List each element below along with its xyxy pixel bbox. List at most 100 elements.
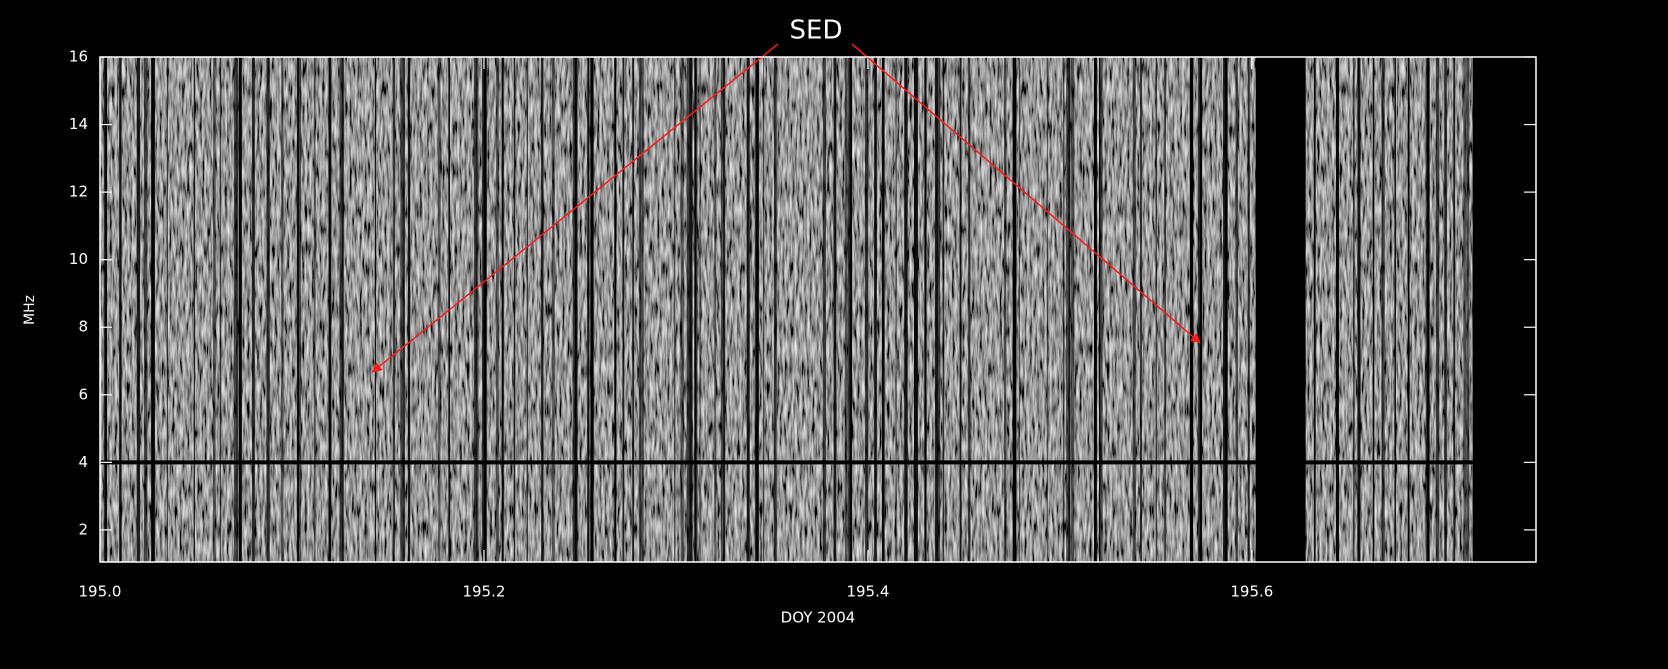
streak [925, 57, 927, 562]
streak [212, 57, 216, 562]
streak [238, 57, 242, 562]
streak [881, 57, 885, 562]
streak [268, 57, 270, 562]
streak [1093, 57, 1097, 562]
annotation-arrow [851, 43, 1201, 344]
streak [143, 57, 148, 562]
streak [136, 57, 140, 562]
streak [1407, 57, 1410, 562]
streak [1357, 57, 1361, 562]
streak [266, 57, 270, 562]
streak [574, 57, 578, 562]
streak [400, 57, 404, 562]
streak [1353, 57, 1355, 562]
x-tick-label: 195.6 [1230, 583, 1273, 601]
streak [1164, 57, 1166, 562]
streak [686, 57, 690, 562]
x-tick-label: 195.4 [846, 583, 889, 601]
streak [632, 57, 635, 562]
streak [1372, 57, 1375, 562]
streak [1224, 57, 1228, 562]
streak [865, 57, 869, 562]
streak [746, 57, 750, 562]
streak [1235, 57, 1238, 562]
streak [1155, 57, 1157, 562]
streak [482, 57, 484, 562]
streak [1223, 57, 1226, 562]
streak [774, 57, 778, 562]
streak [694, 57, 697, 562]
streak [407, 57, 411, 562]
y-tick-label: 6 [78, 385, 88, 403]
streak [1381, 57, 1383, 562]
streak [1066, 57, 1068, 562]
streak [680, 57, 684, 562]
streak [622, 57, 625, 562]
streak [938, 57, 941, 562]
streak [1068, 57, 1071, 562]
streak [119, 57, 122, 562]
annotation-arrow [371, 43, 779, 373]
streak [847, 57, 850, 562]
streak [166, 57, 168, 562]
streak [1463, 57, 1467, 562]
streak [642, 57, 644, 562]
y-axis-title: MHz [22, 295, 38, 325]
streak [968, 57, 971, 562]
streak [1099, 57, 1101, 562]
streak [1140, 57, 1142, 562]
streak [822, 57, 826, 562]
streak [590, 57, 594, 562]
streak [1313, 57, 1316, 562]
streak [915, 57, 918, 562]
y-tick-label: 10 [69, 250, 88, 268]
streak [1335, 57, 1339, 562]
streak [1247, 57, 1250, 562]
streak [152, 57, 156, 562]
streak [502, 57, 505, 562]
streak [699, 57, 701, 562]
y-tick-label: 16 [69, 48, 88, 66]
streak [895, 57, 897, 562]
streak [541, 57, 544, 562]
streak [1394, 57, 1397, 562]
streak [1012, 57, 1016, 562]
streak [328, 57, 331, 562]
streak [1004, 57, 1007, 562]
streak [281, 57, 284, 562]
streak [233, 57, 238, 562]
streak [252, 57, 255, 562]
streak [1453, 57, 1456, 562]
streak [714, 57, 717, 562]
streak [959, 57, 962, 562]
streak [1435, 57, 1440, 562]
streak [297, 57, 302, 562]
streak [690, 57, 693, 562]
streak [341, 57, 344, 562]
streak [1427, 57, 1429, 562]
y-tick-label: 14 [69, 115, 88, 133]
streak [942, 57, 945, 562]
streak [473, 57, 478, 562]
data-gap [1255, 57, 1306, 562]
streak [374, 57, 377, 562]
streak [689, 57, 692, 562]
streak [1444, 57, 1447, 562]
streak [1197, 57, 1202, 562]
streak [914, 57, 916, 562]
streak [513, 57, 516, 562]
streak [754, 57, 758, 562]
streak [403, 57, 405, 562]
streak [313, 57, 316, 562]
annotation-label: SED [790, 16, 843, 46]
streak [1383, 57, 1385, 562]
streak [874, 57, 877, 562]
streak [614, 57, 617, 562]
x-tick-label: 195.2 [462, 583, 505, 601]
streak [935, 57, 939, 562]
streak [103, 57, 106, 562]
streak [1189, 57, 1194, 562]
streak [720, 57, 723, 562]
y-tick-label: 2 [78, 520, 88, 538]
